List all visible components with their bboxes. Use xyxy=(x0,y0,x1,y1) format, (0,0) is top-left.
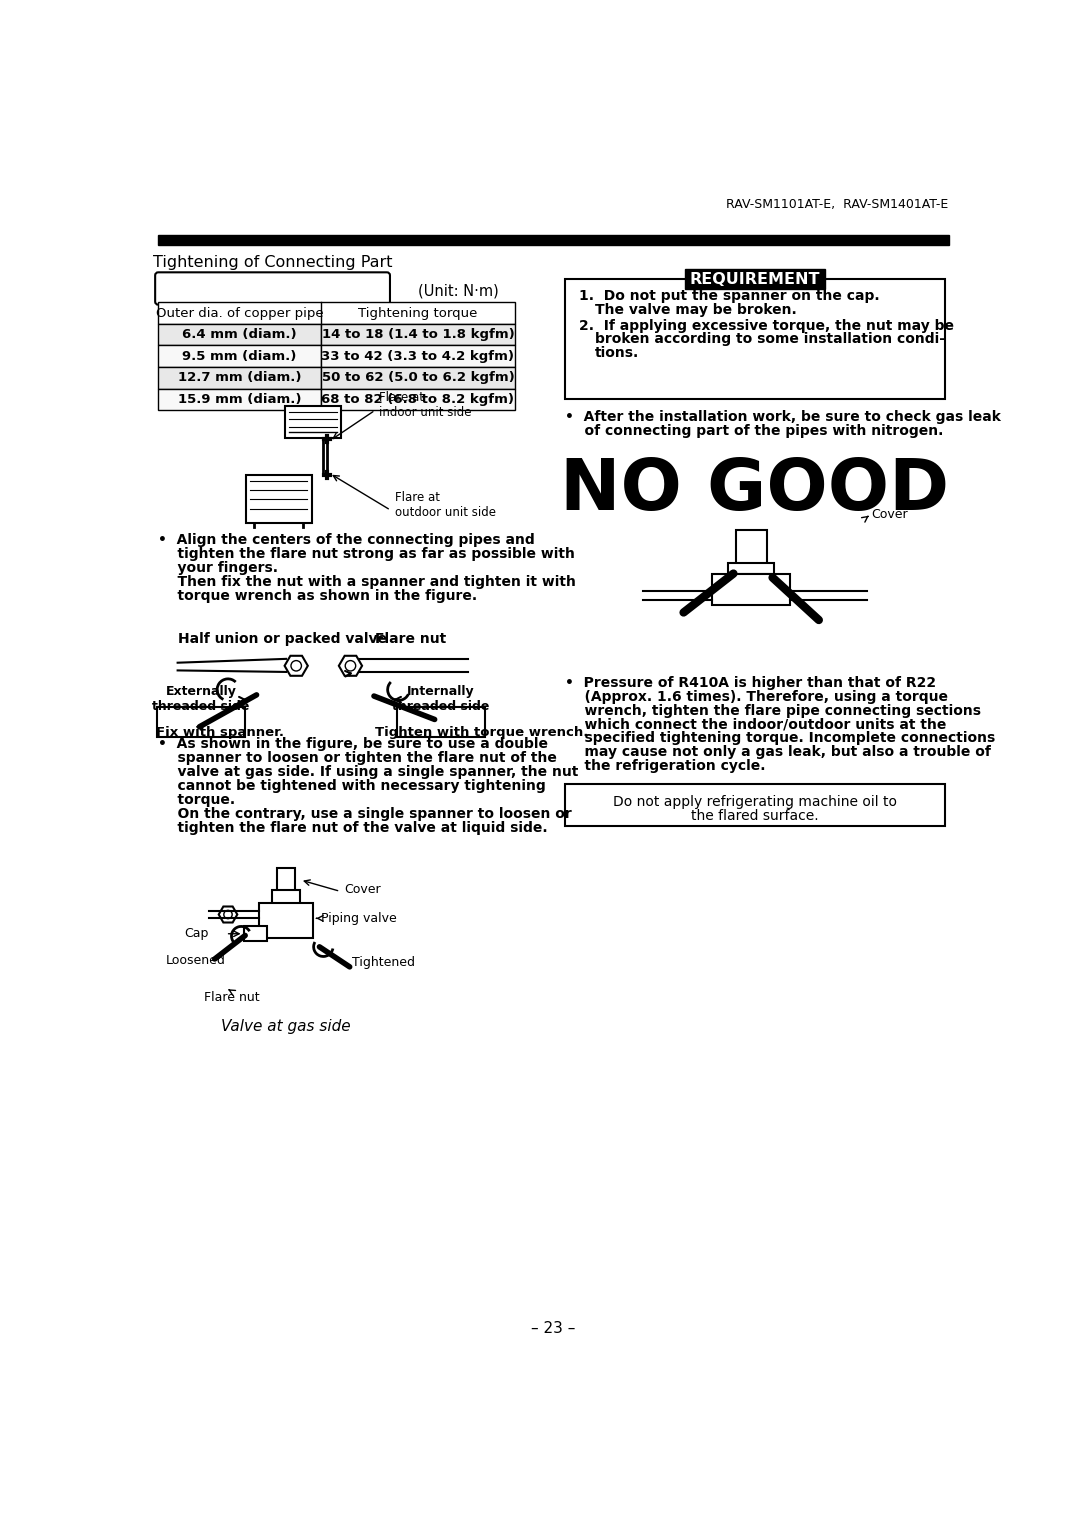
Text: REQUIREMENT: REQUIREMENT xyxy=(690,271,820,287)
Circle shape xyxy=(291,660,301,671)
Bar xyxy=(713,573,789,605)
Text: cannot be tightened with necessary tightening: cannot be tightened with necessary tight… xyxy=(159,779,546,793)
Text: (Approx. 1.6 times). Therefore, using a torque: (Approx. 1.6 times). Therefore, using a … xyxy=(565,689,948,703)
Text: Valve at gas side: Valve at gas side xyxy=(221,1019,351,1034)
Bar xyxy=(321,346,515,368)
FancyBboxPatch shape xyxy=(156,273,390,305)
Text: 12.7 mm (diam.): 12.7 mm (diam.) xyxy=(178,371,301,384)
Bar xyxy=(159,323,321,346)
Text: Then fix the nut with a spanner and tighten it with: Then fix the nut with a spanner and tigh… xyxy=(159,575,576,589)
FancyBboxPatch shape xyxy=(157,708,245,738)
Text: Flare nut: Flare nut xyxy=(375,631,446,647)
Text: torque wrench as shown in the figure.: torque wrench as shown in the figure. xyxy=(159,589,477,602)
Text: (Unit: N·m): (Unit: N·m) xyxy=(419,284,499,299)
Text: 6.4 mm (diam.): 6.4 mm (diam.) xyxy=(183,328,297,342)
Text: the flared surface.: the flared surface. xyxy=(691,808,819,824)
Bar xyxy=(565,279,945,398)
Text: Outer dia. of copper pipe: Outer dia. of copper pipe xyxy=(156,307,323,320)
Bar xyxy=(735,529,767,564)
FancyBboxPatch shape xyxy=(397,708,485,738)
Text: Piping valve: Piping valve xyxy=(321,912,396,924)
Text: 1.  Do not put the spanner on the cap.: 1. Do not put the spanner on the cap. xyxy=(579,290,880,303)
Bar xyxy=(321,368,515,389)
Polygon shape xyxy=(284,656,308,676)
Text: which connect the indoor/outdoor units at the: which connect the indoor/outdoor units a… xyxy=(565,717,946,732)
Polygon shape xyxy=(339,656,362,676)
Bar xyxy=(285,406,341,438)
Bar xyxy=(159,346,321,368)
Bar xyxy=(159,389,321,410)
Text: On the contrary, use a single spanner to loosen or: On the contrary, use a single spanner to… xyxy=(159,807,572,820)
Bar xyxy=(259,903,313,938)
Text: tighten the flare nut of the valve at liquid side.: tighten the flare nut of the valve at li… xyxy=(159,820,548,834)
Text: tions.: tions. xyxy=(595,346,639,360)
Bar xyxy=(321,323,515,346)
Text: specified tightening torque. Incomplete connections: specified tightening torque. Incomplete … xyxy=(565,732,996,746)
Text: wrench, tighten the flare pipe connecting sections: wrench, tighten the flare pipe connectin… xyxy=(565,703,981,718)
Text: Externally
threaded side: Externally threaded side xyxy=(152,685,249,712)
Bar xyxy=(685,270,825,290)
Text: Fix with spanner.: Fix with spanner. xyxy=(157,726,284,738)
Text: tighten the flare nut strong as far as possible with: tighten the flare nut strong as far as p… xyxy=(159,547,576,561)
Bar xyxy=(159,302,515,323)
Text: broken according to some installation condi-: broken according to some installation co… xyxy=(595,332,945,346)
Text: 33 to 42 (3.3 to 4.2 kgfm): 33 to 42 (3.3 to 4.2 kgfm) xyxy=(322,349,514,363)
Text: Flare at
indoor unit side: Flare at indoor unit side xyxy=(379,390,472,419)
Text: •  After the installation work, be sure to check gas leak: • After the installation work, be sure t… xyxy=(565,410,1001,424)
Text: •  Pressure of R410A is higher than that of R22: • Pressure of R410A is higher than that … xyxy=(565,676,936,689)
Text: your fingers.: your fingers. xyxy=(159,561,279,575)
Text: 68 to 82 (6.8 to 8.2 kgfm): 68 to 82 (6.8 to 8.2 kgfm) xyxy=(322,393,514,406)
Text: 15.9 mm (diam.): 15.9 mm (diam.) xyxy=(178,393,301,406)
Polygon shape xyxy=(218,906,238,923)
Circle shape xyxy=(346,660,355,671)
Text: Loosened: Loosened xyxy=(166,955,226,967)
Bar xyxy=(159,235,948,246)
Text: 2.  If applying excessive torque, the nut may be: 2. If applying excessive torque, the nut… xyxy=(579,319,954,332)
Text: •  Align the centers of the connecting pipes and: • Align the centers of the connecting pi… xyxy=(159,534,535,547)
Text: Internally
threaded side: Internally threaded side xyxy=(392,685,490,712)
Text: Half union or packed valve: Half union or packed valve xyxy=(177,631,387,647)
Bar xyxy=(276,868,296,892)
Text: the refrigeration cycle.: the refrigeration cycle. xyxy=(565,759,766,773)
Text: may cause not only a gas leak, but also a trouble of: may cause not only a gas leak, but also … xyxy=(565,746,991,759)
Bar xyxy=(159,368,321,389)
Text: NO GOOD: NO GOOD xyxy=(561,456,949,525)
Text: 50 to 62 (5.0 to 6.2 kgfm): 50 to 62 (5.0 to 6.2 kgfm) xyxy=(322,371,514,384)
Text: – 23 –: – 23 – xyxy=(531,1321,576,1336)
Bar xyxy=(246,474,312,523)
Text: Do not apply refrigerating machine oil to: Do not apply refrigerating machine oil t… xyxy=(613,795,897,810)
Text: Flare at
outdoor unit side: Flare at outdoor unit side xyxy=(394,491,496,518)
Text: Tighten with torque wrench.: Tighten with torque wrench. xyxy=(375,726,589,738)
Bar xyxy=(728,563,774,573)
Bar xyxy=(243,926,267,941)
Text: torque.: torque. xyxy=(159,793,235,807)
Text: 9.5 mm (diam.): 9.5 mm (diam.) xyxy=(183,349,297,363)
Text: Tightened: Tightened xyxy=(352,956,415,968)
Text: Cover: Cover xyxy=(872,508,908,520)
Bar xyxy=(321,389,515,410)
Text: of connecting part of the pipes with nitrogen.: of connecting part of the pipes with nit… xyxy=(565,424,944,438)
Text: Tightening of Connecting Part: Tightening of Connecting Part xyxy=(153,255,393,270)
Text: RAV-SM1101AT-E,  RAV-SM1401AT-E: RAV-SM1101AT-E, RAV-SM1401AT-E xyxy=(727,198,948,210)
Text: The valve may be broken.: The valve may be broken. xyxy=(595,303,796,317)
Text: Tightening torque: Tightening torque xyxy=(359,307,477,320)
Text: Cover: Cover xyxy=(345,883,381,897)
Text: spanner to loosen or tighten the flare nut of the: spanner to loosen or tighten the flare n… xyxy=(159,752,557,766)
Bar xyxy=(565,784,945,827)
Text: Flare nut: Flare nut xyxy=(204,991,259,1003)
Circle shape xyxy=(224,910,232,918)
Text: 14 to 18 (1.4 to 1.8 kgfm): 14 to 18 (1.4 to 1.8 kgfm) xyxy=(322,328,514,342)
Text: Cap: Cap xyxy=(185,927,208,941)
Text: •  As shown in the figure, be sure to use a double: • As shown in the figure, be sure to use… xyxy=(159,738,549,752)
Bar xyxy=(272,891,300,904)
Text: valve at gas side. If using a single spanner, the nut: valve at gas side. If using a single spa… xyxy=(159,766,579,779)
